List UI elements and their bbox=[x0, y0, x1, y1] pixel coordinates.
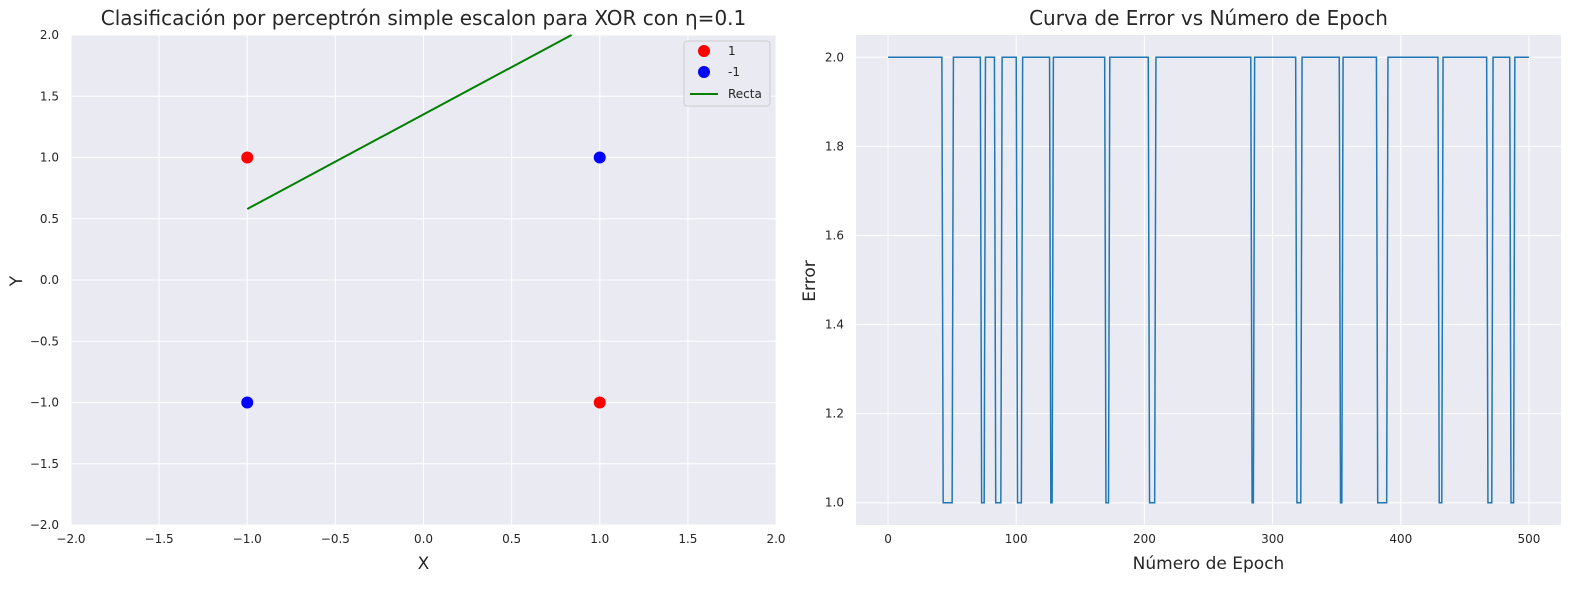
scatter-y-tick-label: 0.5 bbox=[40, 212, 59, 226]
scatter-y-axis-label: Y bbox=[7, 275, 27, 287]
error-x-tick-label: 500 bbox=[1518, 532, 1541, 546]
error-plot-area bbox=[856, 35, 1561, 525]
legend-label-class-neg1: -1 bbox=[728, 65, 740, 79]
error-x-tick-label: 200 bbox=[1133, 532, 1156, 546]
scatter-y-tick-label: −1.5 bbox=[30, 457, 59, 471]
scatter-chart-title: Clasificación por perceptrón simple esca… bbox=[101, 6, 747, 30]
scatter-x-tick-label: 2.0 bbox=[766, 532, 785, 546]
scatter-x-tick-label: −1.5 bbox=[145, 532, 174, 546]
scatter-grid bbox=[70, 34, 777, 526]
error-y-tick-label: 1.0 bbox=[825, 496, 844, 510]
scatter-legend: 1 -1 Recta bbox=[683, 40, 771, 107]
error-y-tick-label: 1.6 bbox=[825, 228, 844, 242]
scatter-x-tick-label: −2.0 bbox=[56, 532, 85, 546]
scatter-x-tick-label: 0.5 bbox=[502, 532, 521, 546]
scatter-x-tick-label: 0.0 bbox=[414, 532, 433, 546]
scatter-y-tick-label: −1.0 bbox=[30, 396, 59, 410]
scatter-x-tick-label: −1.0 bbox=[233, 532, 262, 546]
legend-marker-class-1 bbox=[698, 45, 710, 57]
scatter-x-tick-label: 1.0 bbox=[590, 532, 609, 546]
error-x-tick-label: 0 bbox=[884, 532, 892, 546]
decision-line-recta bbox=[246, 34, 573, 210]
error-y-tick-label: 2.0 bbox=[825, 50, 844, 64]
legend-label-class-1: 1 bbox=[728, 44, 736, 58]
error-ticks: 0 100 200 300 400 500 1.0 1.2 1.4 1.6 1.8 2.0 bbox=[825, 50, 1541, 546]
scatter-x-axis-label: X bbox=[418, 554, 430, 574]
scatter-y-tick-label: 2.0 bbox=[40, 28, 59, 42]
legend-label-recta: Recta bbox=[728, 87, 762, 101]
error-x-axis-label: Número de Epoch bbox=[1133, 554, 1285, 574]
error-y-tick-label: 1.2 bbox=[825, 407, 844, 421]
scatter-marks bbox=[241, 34, 606, 409]
scatter-chart: −2.0 −1.5 −1.0 −0.5 0.0 0.5 1.0 1.5 2.0 −2.0 −1.5 −… bbox=[7, 6, 786, 574]
scatter-x-tick-label: −0.5 bbox=[321, 532, 350, 546]
error-y-tick-label: 1.4 bbox=[825, 318, 844, 332]
error-curve bbox=[888, 56, 1529, 504]
scatter-point-class-1 bbox=[241, 151, 254, 164]
scatter-point-class-neg1 bbox=[241, 396, 254, 409]
legend-marker-class-neg1 bbox=[698, 66, 710, 78]
scatter-x-tick-label: 1.5 bbox=[678, 532, 697, 546]
scatter-y-tick-label: 1.0 bbox=[40, 151, 59, 165]
scatter-ticks: −2.0 −1.5 −1.0 −0.5 0.0 0.5 1.0 1.5 2.0 −2.0 −1.5 −… bbox=[30, 28, 786, 546]
error-x-tick-label: 300 bbox=[1261, 532, 1284, 546]
error-x-tick-label: 100 bbox=[1005, 532, 1028, 546]
error-y-axis-label: Error bbox=[800, 260, 820, 301]
error-x-tick-label: 400 bbox=[1389, 532, 1412, 546]
scatter-y-tick-label: −0.5 bbox=[30, 334, 59, 348]
scatter-point-class-neg1 bbox=[593, 151, 606, 164]
scatter-point-class-1 bbox=[593, 396, 606, 409]
error-chart: 0 100 200 300 400 500 1.0 1.2 1.4 1.6 1.8 2.0 Curva… bbox=[800, 6, 1561, 574]
scatter-y-tick-label: −2.0 bbox=[30, 518, 59, 532]
error-chart-title: Curva de Error vs Número de Epoch bbox=[1029, 6, 1388, 30]
legend-box bbox=[683, 40, 771, 107]
scatter-y-tick-label: 0.0 bbox=[40, 273, 59, 287]
scatter-y-tick-label: 1.5 bbox=[40, 89, 59, 103]
error-marks bbox=[888, 56, 1529, 504]
error-y-tick-label: 1.8 bbox=[825, 139, 844, 153]
